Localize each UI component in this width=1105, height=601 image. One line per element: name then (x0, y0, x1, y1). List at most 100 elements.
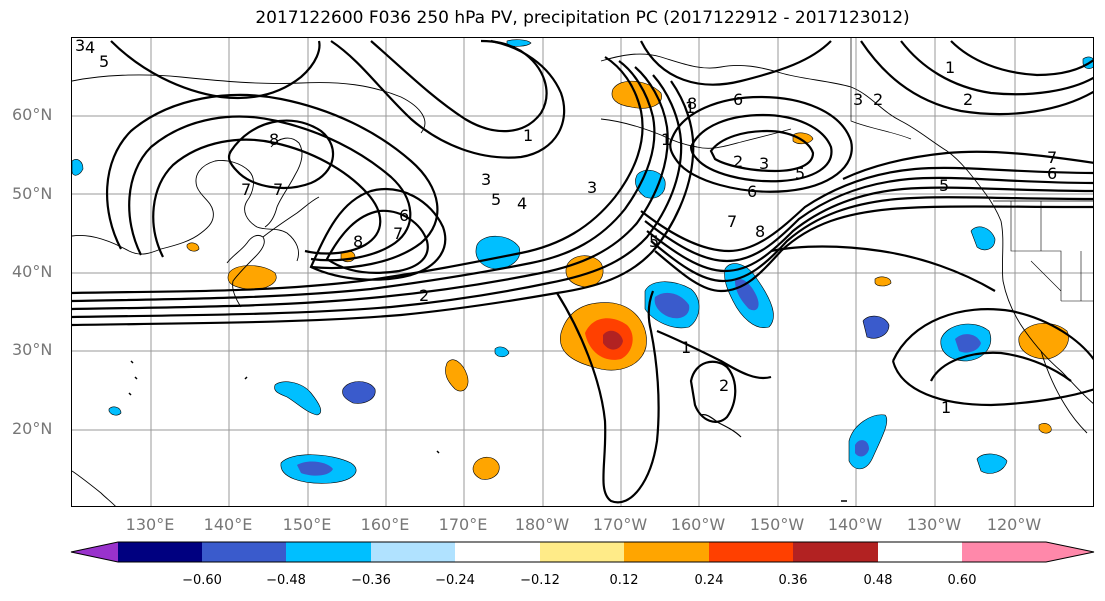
pv-contour (106, 93, 439, 270)
contour-label: 7 (1047, 148, 1057, 167)
precip-negative-area (274, 381, 322, 416)
pv-contour (227, 119, 335, 189)
precip-shading (72, 39, 1093, 484)
colorbar-segment (455, 542, 540, 562)
colorbar-segment (118, 542, 202, 562)
contour-label: 2 (419, 286, 429, 305)
pv-contour (650, 196, 1093, 283)
contour-label: 1 (523, 126, 533, 145)
precip-negative-core (855, 440, 869, 457)
precip-negative-area (970, 226, 996, 251)
pv-contour (891, 360, 1093, 407)
pv-contour (128, 115, 412, 262)
coastline-asia (72, 160, 299, 262)
coastline-philippines (72, 470, 116, 506)
contour-label: 1 (681, 338, 691, 357)
colorbar-segment (202, 542, 286, 562)
colorbar-extend-min (71, 542, 118, 562)
precip-negative-area (108, 406, 122, 416)
contour-label: 6 (399, 206, 409, 225)
precip-positive-area (874, 276, 892, 287)
precip-negative-core (654, 292, 690, 319)
coastline-kuril (262, 196, 320, 238)
pv-contour (669, 95, 853, 193)
lat-label-50n: 50°N (12, 184, 53, 203)
lat-label-20n: 20°N (12, 419, 53, 438)
pv-contour (709, 129, 815, 173)
coastline-siberia (72, 74, 426, 134)
contour-label: 2 (963, 90, 973, 109)
colorbar (0, 540, 1105, 574)
contour-label: 1 (941, 398, 951, 417)
pv-contour (654, 205, 1093, 293)
colorbar-tick-label: 0.24 (694, 573, 724, 588)
precip-negative-core (955, 334, 981, 353)
map-svg: 4 5 3 8 7 6 5 4 3 2 1 8 6 7 1 2 3 6 5 7 … (72, 38, 1093, 506)
colorbar-tick-label: −0.36 (351, 573, 391, 588)
contour-label: 6 (733, 90, 743, 109)
colorbar-segment (709, 542, 793, 562)
lon-label-130w: 130°W (906, 515, 962, 534)
colorbar-tick-label: −0.48 (266, 573, 306, 588)
contour-label: 7 (393, 224, 403, 243)
precip-positive-area (186, 242, 200, 252)
pv-contour (556, 290, 660, 504)
lon-label-150w: 150°W (749, 515, 805, 534)
pv-contour (330, 39, 566, 159)
contour-label: 2 (733, 152, 743, 171)
lon-label-130e: 130°E (125, 515, 175, 534)
lon-label-160e: 160°E (360, 515, 410, 534)
colorbar-segment (371, 542, 455, 562)
colorbar-segment (540, 542, 624, 562)
precip-positive-area (1038, 423, 1052, 434)
pv-contour (646, 186, 1093, 273)
contour-label: 5 (491, 190, 501, 209)
lon-label-160w: 160°W (670, 515, 726, 534)
colorbar-segment (286, 542, 371, 562)
coastline-hawaii (700, 414, 742, 438)
pv-contour (689, 113, 833, 183)
coastline-na-west (1000, 220, 1093, 404)
precip-negative-area (848, 414, 888, 470)
contour-label: 2 (719, 376, 729, 395)
colorbar-tick-label: 0.60 (947, 573, 977, 588)
precip-negative-core (297, 461, 333, 476)
contour-label: 4 (85, 38, 95, 57)
precip-positive-area (472, 456, 500, 480)
contour-label: 4 (517, 194, 527, 213)
pv-contour (72, 74, 683, 319)
pv-contours (72, 39, 1093, 504)
precip-positive-area (227, 265, 277, 290)
pv-contour (72, 60, 656, 303)
coastline-japan (226, 234, 265, 308)
contour-labels: 4 5 3 8 7 6 5 4 3 2 1 8 6 7 1 2 3 6 5 7 … (75, 38, 1057, 417)
contour-label: 2 (873, 90, 883, 109)
pv-contour (370, 39, 548, 133)
pv-contour (950, 40, 1093, 77)
colorbar-tick-label: 0.36 (778, 573, 808, 588)
contour-label: 5 (795, 164, 805, 183)
border-states (1010, 201, 1093, 302)
contour-label: 8 (353, 232, 363, 251)
contour-label: 1 (661, 130, 671, 149)
pv-contour (644, 176, 1093, 263)
contour-label: 3 (481, 170, 491, 189)
contour-label: 6 (1047, 164, 1057, 183)
contour-label: 3 (75, 38, 85, 55)
islands-pacific (128, 360, 847, 502)
contour-label: 8 (269, 130, 279, 149)
colorbar-tick-label: −0.24 (435, 573, 475, 588)
pv-contour (930, 351, 1072, 382)
colorbar-segment (624, 542, 709, 562)
border-alaska-canada (850, 38, 912, 140)
pv-contour (891, 308, 1093, 362)
map-title: 2017122600 F036 250 hPa PV, precipitatio… (255, 8, 910, 28)
lon-label-150e: 150°E (282, 515, 332, 534)
pv-contour (656, 329, 772, 380)
lat-label-60n: 60°N (12, 105, 53, 124)
precip-negative-area (475, 235, 521, 270)
contour-label: 3 (853, 90, 863, 109)
pv-contour (309, 188, 447, 281)
colorbar-outline (70, 541, 1095, 563)
pv-contour (110, 40, 321, 100)
